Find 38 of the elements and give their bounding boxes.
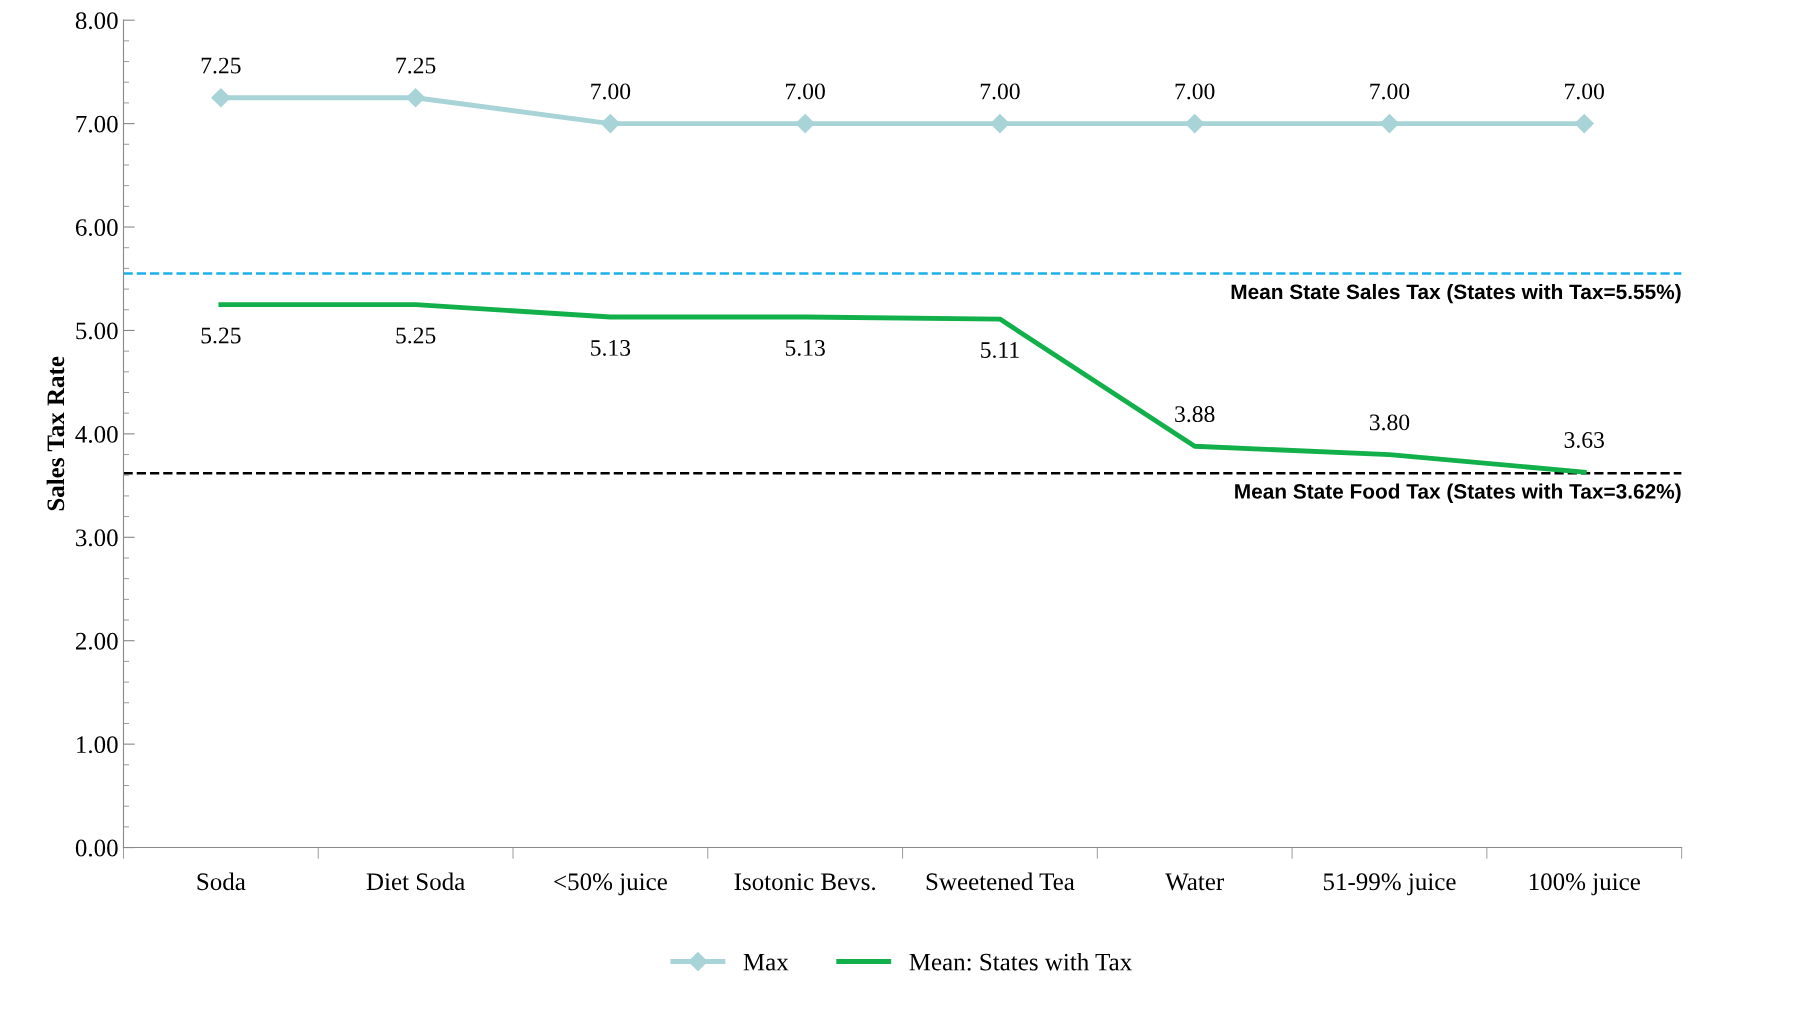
y-tick-label: 1.00 [77,736,118,754]
x-tick-label: 100% juice [1529,873,1640,896]
data-label: 7.00 [1370,83,1410,100]
ref-line-label: Mean State Sales Tax (States with Tax=5.55%) [1231,283,1681,304]
y-axis-title: Sales Tax Rate [46,356,65,511]
legend-label: Mean: States with Tax [909,952,1132,971]
y-tick-label: 2.00 [75,632,118,650]
data-label: 5.13 [591,339,631,356]
data-label: 5.11 [981,342,1019,359]
ref-line-label: Mean State Food Tax (States with Tax=3.62%) [1235,483,1681,503]
data-label: 7.00 [1565,83,1604,100]
data-label: 3.80 [1369,414,1410,431]
y-tick-label: 8.00 [75,12,118,30]
data-label: 7.25 [201,57,241,74]
y-tick-label: 6.00 [75,219,118,237]
data-label: 5.13 [785,339,825,356]
x-tick-label: Soda [197,872,246,891]
x-tick-label: <50% juice [554,873,667,896]
y-tick-label: 3.00 [76,529,118,547]
y-tick-label: 5.00 [76,322,118,340]
data-label: 7.25 [396,57,436,74]
y-tick-label: 4.00 [75,425,118,443]
y-tick-label: 0.00 [75,839,118,857]
x-tick-label: Sweetened Tea [926,872,1075,891]
data-label: 5.25 [396,327,436,344]
x-tick-label: Isotonic Bevs. [734,873,876,891]
x-tick-label: Water [1165,873,1225,891]
data-label: 7.00 [786,83,825,100]
y-tick-label: 7.00 [76,115,118,133]
x-tick-label: 51-99% juice [1323,873,1456,896]
data-label: 3.88 [1175,406,1215,423]
data-label: 3.63 [1564,432,1604,448]
data-label: 7.00 [591,83,631,100]
data-label: 5.25 [201,327,241,344]
data-label: 7.00 [980,83,1020,100]
legend-label: Max [743,953,789,971]
data-label: 7.00 [1175,83,1215,100]
x-tick-label: Diet Soda [366,872,465,891]
